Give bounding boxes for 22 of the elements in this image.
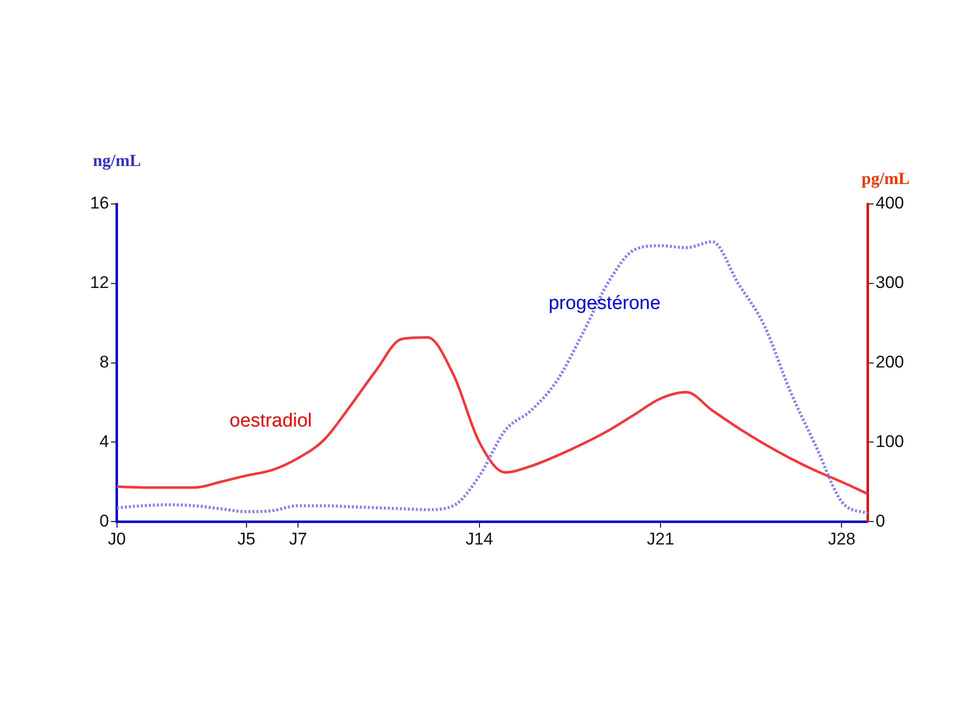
y2-tick-label: 100 — [876, 432, 904, 451]
line-series — [116, 336, 869, 496]
y2-tick-label: 0 — [876, 511, 886, 530]
series-label: progestérone — [548, 292, 661, 314]
y-tick-label: 4 — [99, 432, 109, 451]
x-tick-label: J21 — [646, 529, 674, 548]
x-tick-label: J0 — [108, 529, 126, 548]
x-tick-label: J7 — [289, 529, 308, 548]
line-series — [115, 240, 870, 516]
y-tick-label: 0 — [99, 511, 109, 530]
y-tick-label: 16 — [90, 194, 109, 213]
y2-tick-label: 200 — [876, 352, 904, 372]
x-tick-label: J14 — [466, 529, 494, 548]
x-tick-label: J28 — [828, 529, 856, 548]
x-tick-label: J5 — [237, 529, 256, 548]
y-axis-title: ng/mL — [92, 151, 142, 170]
y2-axis-title: pg/mL — [862, 169, 910, 188]
y2-tick-label: 400 — [876, 194, 904, 213]
y-tick-label: 12 — [90, 273, 109, 292]
series-label: oestradiol — [230, 410, 312, 432]
y2-tick-label: 300 — [876, 273, 904, 292]
y-tick-label: 8 — [99, 352, 109, 372]
